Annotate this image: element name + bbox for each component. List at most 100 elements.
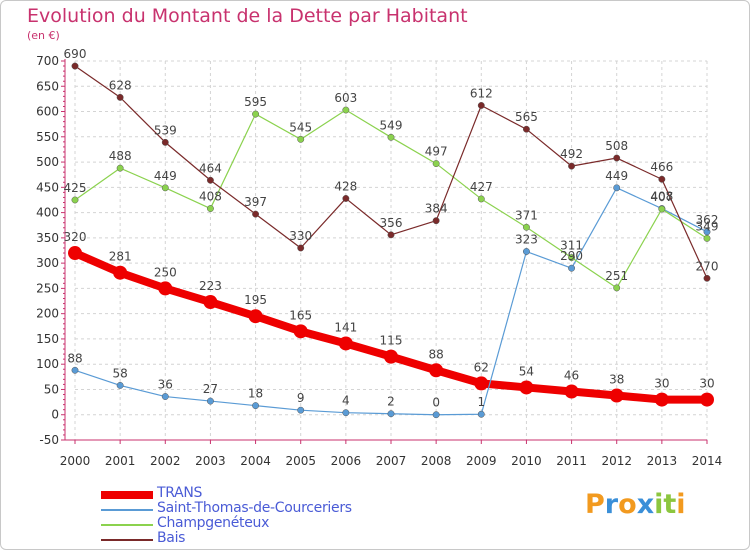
data-label: 408 [199,190,222,204]
data-label: 407 [650,190,673,204]
data-point [387,410,395,418]
data-label: 356 [380,216,403,230]
data-point [206,205,214,213]
data-point [522,125,530,133]
y-tick-label: 50 [44,382,59,396]
data-point [161,138,169,146]
x-tick-label: 2006 [331,454,362,468]
data-point [116,93,124,101]
y-tick-label: 200 [36,307,59,321]
data-label: 449 [605,169,628,183]
x-tick-label: 2012 [601,454,632,468]
x-tick-label: 2010 [511,454,542,468]
y-tick-label: 500 [36,155,59,169]
data-label: 330 [289,229,312,243]
data-label: 141 [334,320,357,334]
legend-label: Champgenéteux [157,515,270,531]
data-label: 281 [109,250,132,264]
data-point [384,349,398,364]
data-label: 408 [650,190,673,204]
data-label: 0 [432,396,440,410]
y-tick-label: 450 [36,180,59,194]
data-label: 466 [650,160,673,174]
data-point [248,309,263,324]
data-label: 195 [244,293,267,307]
data-point [342,106,350,114]
data-label: 595 [244,95,267,109]
legend-swatch [101,491,153,499]
x-tick-label: 2008 [421,454,452,468]
data-label: 612 [470,86,493,100]
legend-label: TRANS [157,485,203,501]
brand-letter: r [604,489,619,520]
data-label: 38 [609,373,624,387]
data-label: 1 [477,395,485,409]
data-point [432,160,440,168]
x-tick-label: 2002 [150,454,181,468]
data-point [206,176,214,184]
y-tick-label: 350 [36,231,59,245]
data-label: 88 [429,347,444,361]
data-label: 371 [515,208,538,222]
x-tick-label: 2007 [376,454,407,468]
data-label: 549 [380,118,403,132]
data-point [564,384,579,399]
data-point [477,195,485,203]
data-point [342,409,350,417]
data-point [71,196,79,204]
y-tick-label: 0 [51,408,59,422]
data-point [522,223,530,231]
legend-label: Saint-Thomas-de-Courceriers [157,500,352,516]
data-label: 250 [154,265,177,279]
data-label: 18 [248,387,263,401]
data-point [252,210,260,218]
data-label: 88 [67,351,82,365]
x-tick-label: 2011 [556,454,587,468]
data-point [71,62,79,70]
brand-letter: i [676,489,686,520]
y-tick-label: 300 [36,256,59,270]
data-label: 449 [154,169,177,183]
brand-letter: o [618,489,637,520]
data-point [568,264,576,272]
data-label: 349 [696,219,719,233]
data-label: 290 [560,249,583,263]
x-tick-label: 2004 [240,454,271,468]
data-point [654,392,669,407]
y-tick-label: 150 [36,332,59,346]
data-label: 425 [64,181,87,195]
data-label: 311 [560,239,583,253]
brand-letter: t [663,489,677,520]
data-point [658,205,666,213]
data-point [522,248,530,255]
data-point [519,380,534,395]
data-label: 539 [154,123,177,137]
data-label: 27 [203,382,218,396]
data-point [432,411,440,419]
y-tick-label: 700 [36,54,59,68]
data-point [387,133,395,141]
brand-letter: i [654,489,664,520]
data-label: 320 [64,230,87,244]
data-point [113,265,128,280]
data-point [432,217,440,225]
x-tick-label: 2000 [60,454,91,468]
brand-letter: x [636,489,655,520]
y-tick-label: 650 [36,79,59,93]
data-label: 2 [387,395,395,409]
data-label: 384 [425,202,448,216]
data-point [158,281,173,296]
data-label: 323 [515,233,538,247]
data-point [116,164,124,172]
data-point [293,324,308,339]
x-tick-label: 2001 [105,454,136,468]
x-tick-label: 2003 [195,454,226,468]
data-point [116,381,124,389]
chart-unit: (en €) [27,29,60,42]
data-point [703,274,711,282]
data-label: 690 [64,47,87,61]
data-point [568,254,576,262]
data-label: 362 [696,213,719,227]
